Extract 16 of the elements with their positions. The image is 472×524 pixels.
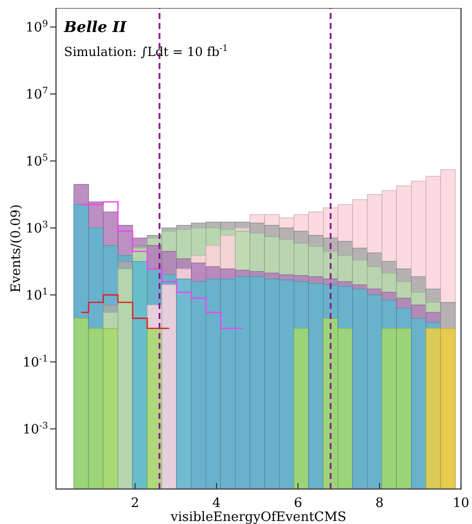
y-tick-label: 10$^{7}$ (26, 86, 48, 103)
annotation: Belle II (63, 18, 128, 36)
y-tick-label: 10$^{5}$ (26, 154, 48, 170)
y-tick-label: 10$^{1}$ (26, 287, 48, 304)
y-axis-title: Events/(0.09) (9, 204, 24, 293)
x-tick-label: 2 (130, 496, 140, 511)
x-tick-label: 6 (294, 496, 302, 511)
x-tick-label: 4 (212, 496, 221, 511)
y-tick-label: 10$^{9}$ (26, 20, 48, 36)
y-tick-label: 10$^{3}$ (26, 220, 48, 236)
x-tick-label: 8 (375, 496, 384, 511)
x-tick-label: 10 (452, 496, 470, 511)
x-axis-title: visibleEnergyOfEventCMS (170, 510, 346, 524)
y-tick-label: 10$^{-1}$ (22, 354, 48, 370)
y-tick-label: 10$^{-3}$ (22, 421, 48, 438)
annotation: Simulation: ∫Ldt = 10 fb$^{-1}$ (64, 44, 228, 59)
